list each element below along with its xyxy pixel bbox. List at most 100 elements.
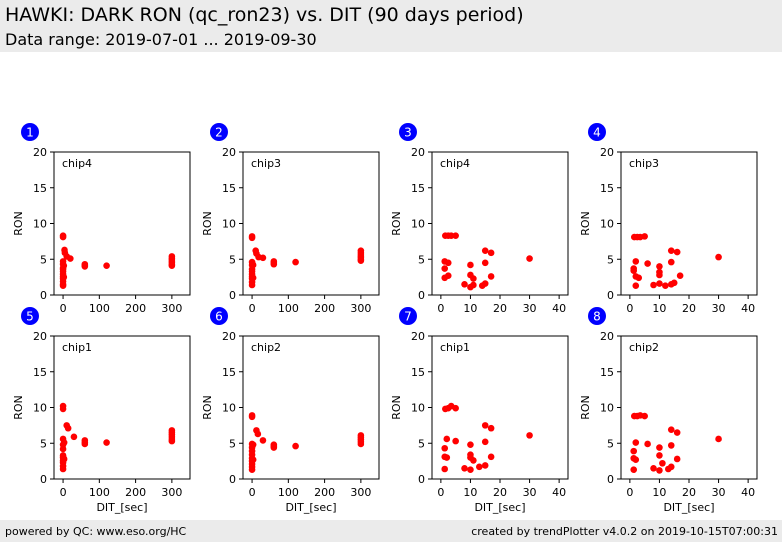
- y-axis-label: RON: [579, 211, 592, 236]
- chip-label: chip4: [440, 157, 470, 170]
- data-point: [487, 273, 495, 280]
- y-tick-label: 5: [229, 437, 236, 450]
- data-point: [461, 280, 468, 288]
- y-tick-label: 10: [222, 402, 236, 415]
- y-tick-label: 0: [40, 289, 47, 302]
- data-point: [656, 263, 663, 270]
- y-tick-label: 5: [40, 253, 47, 266]
- x-tick-label: 300: [161, 486, 182, 499]
- x-tick-label: 200: [125, 486, 146, 499]
- y-tick-label: 0: [229, 473, 236, 486]
- y-axis-label: RON: [390, 395, 403, 420]
- data-point: [630, 267, 638, 274]
- data-point: [248, 413, 256, 421]
- x-tick-label: 30: [712, 486, 726, 499]
- plot-frame: [53, 335, 191, 480]
- data-point: [60, 262, 68, 269]
- x-tick-label: 20: [493, 486, 507, 499]
- data-point: [59, 465, 67, 473]
- data-point: [656, 280, 663, 287]
- data-point: [630, 466, 638, 474]
- data-point: [659, 459, 666, 467]
- data-point: [59, 233, 67, 241]
- y-tick-label: 5: [607, 253, 614, 266]
- y-tick-label: 15: [600, 366, 614, 379]
- data-point: [667, 442, 675, 449]
- plot-frame: [242, 335, 380, 480]
- data-point: [60, 273, 68, 281]
- y-tick-label: 0: [40, 473, 47, 486]
- data-point: [470, 281, 477, 289]
- y-tick-label: 15: [222, 182, 236, 195]
- data-point: [632, 456, 640, 463]
- y-tick-label: 5: [607, 437, 614, 450]
- x-tick-label: 200: [314, 302, 335, 315]
- data-point: [248, 281, 256, 289]
- y-tick-label: 0: [418, 289, 425, 302]
- y-tick-label: 0: [418, 473, 425, 486]
- y-tick-label: 10: [411, 402, 425, 415]
- panel-number-label: 4: [593, 126, 601, 140]
- data-point: [635, 274, 643, 282]
- data-point: [676, 272, 684, 279]
- data-point: [444, 259, 452, 267]
- data-point: [249, 441, 257, 448]
- chip-label: chip2: [251, 341, 281, 354]
- x-axis-label: DIT_[sec]: [285, 501, 336, 514]
- x-tick-label: 30: [523, 486, 537, 499]
- data-point: [441, 265, 449, 272]
- data-point: [248, 466, 256, 474]
- y-tick-label: 20: [600, 146, 614, 159]
- x-tick-label: 30: [523, 302, 537, 315]
- data-point: [481, 462, 489, 469]
- y-tick-label: 15: [33, 366, 47, 379]
- data-point: [526, 432, 533, 439]
- data-point: [470, 275, 477, 282]
- data-point: [248, 234, 256, 242]
- y-tick-label: 20: [411, 330, 425, 343]
- data-point: [270, 260, 278, 268]
- data-point: [487, 249, 495, 257]
- data-point: [673, 248, 681, 256]
- data-point: [481, 259, 489, 267]
- data-point: [650, 464, 657, 472]
- y-tick-label: 20: [411, 146, 425, 159]
- y-axis-label: RON: [201, 211, 214, 236]
- x-tick-label: 20: [682, 302, 696, 315]
- data-point: [59, 445, 67, 453]
- data-point: [443, 435, 451, 443]
- data-point: [487, 453, 495, 461]
- y-tick-label: 0: [229, 289, 236, 302]
- data-point: [644, 260, 651, 267]
- panel-number-label: 3: [404, 126, 412, 140]
- x-tick-label: 0: [626, 486, 633, 499]
- y-tick-label: 0: [607, 289, 614, 302]
- data-point: [667, 258, 675, 266]
- data-point: [481, 280, 489, 287]
- x-tick-label: 10: [652, 486, 666, 499]
- x-tick-label: 20: [493, 302, 507, 315]
- data-point: [656, 467, 663, 474]
- plot-frame: [431, 151, 569, 296]
- data-point: [641, 233, 648, 240]
- y-axis-label: RON: [579, 395, 592, 420]
- plot-frame: [242, 151, 380, 296]
- x-tick-label: 40: [741, 302, 755, 315]
- data-point: [259, 437, 267, 444]
- panel-number-badge: [588, 123, 606, 141]
- data-point: [656, 452, 663, 459]
- y-tick-label: 20: [600, 330, 614, 343]
- x-tick-label: 10: [652, 302, 666, 315]
- x-tick-label: 0: [249, 486, 256, 499]
- data-point: [662, 282, 669, 290]
- x-tick-label: 200: [125, 302, 146, 315]
- x-tick-label: 0: [437, 302, 444, 315]
- y-tick-label: 20: [33, 146, 47, 159]
- data-point: [481, 247, 489, 254]
- data-point: [656, 271, 663, 279]
- data-point: [67, 255, 74, 262]
- y-tick-label: 15: [222, 366, 236, 379]
- data-point: [632, 258, 640, 265]
- data-point: [443, 454, 451, 461]
- data-point: [673, 455, 681, 463]
